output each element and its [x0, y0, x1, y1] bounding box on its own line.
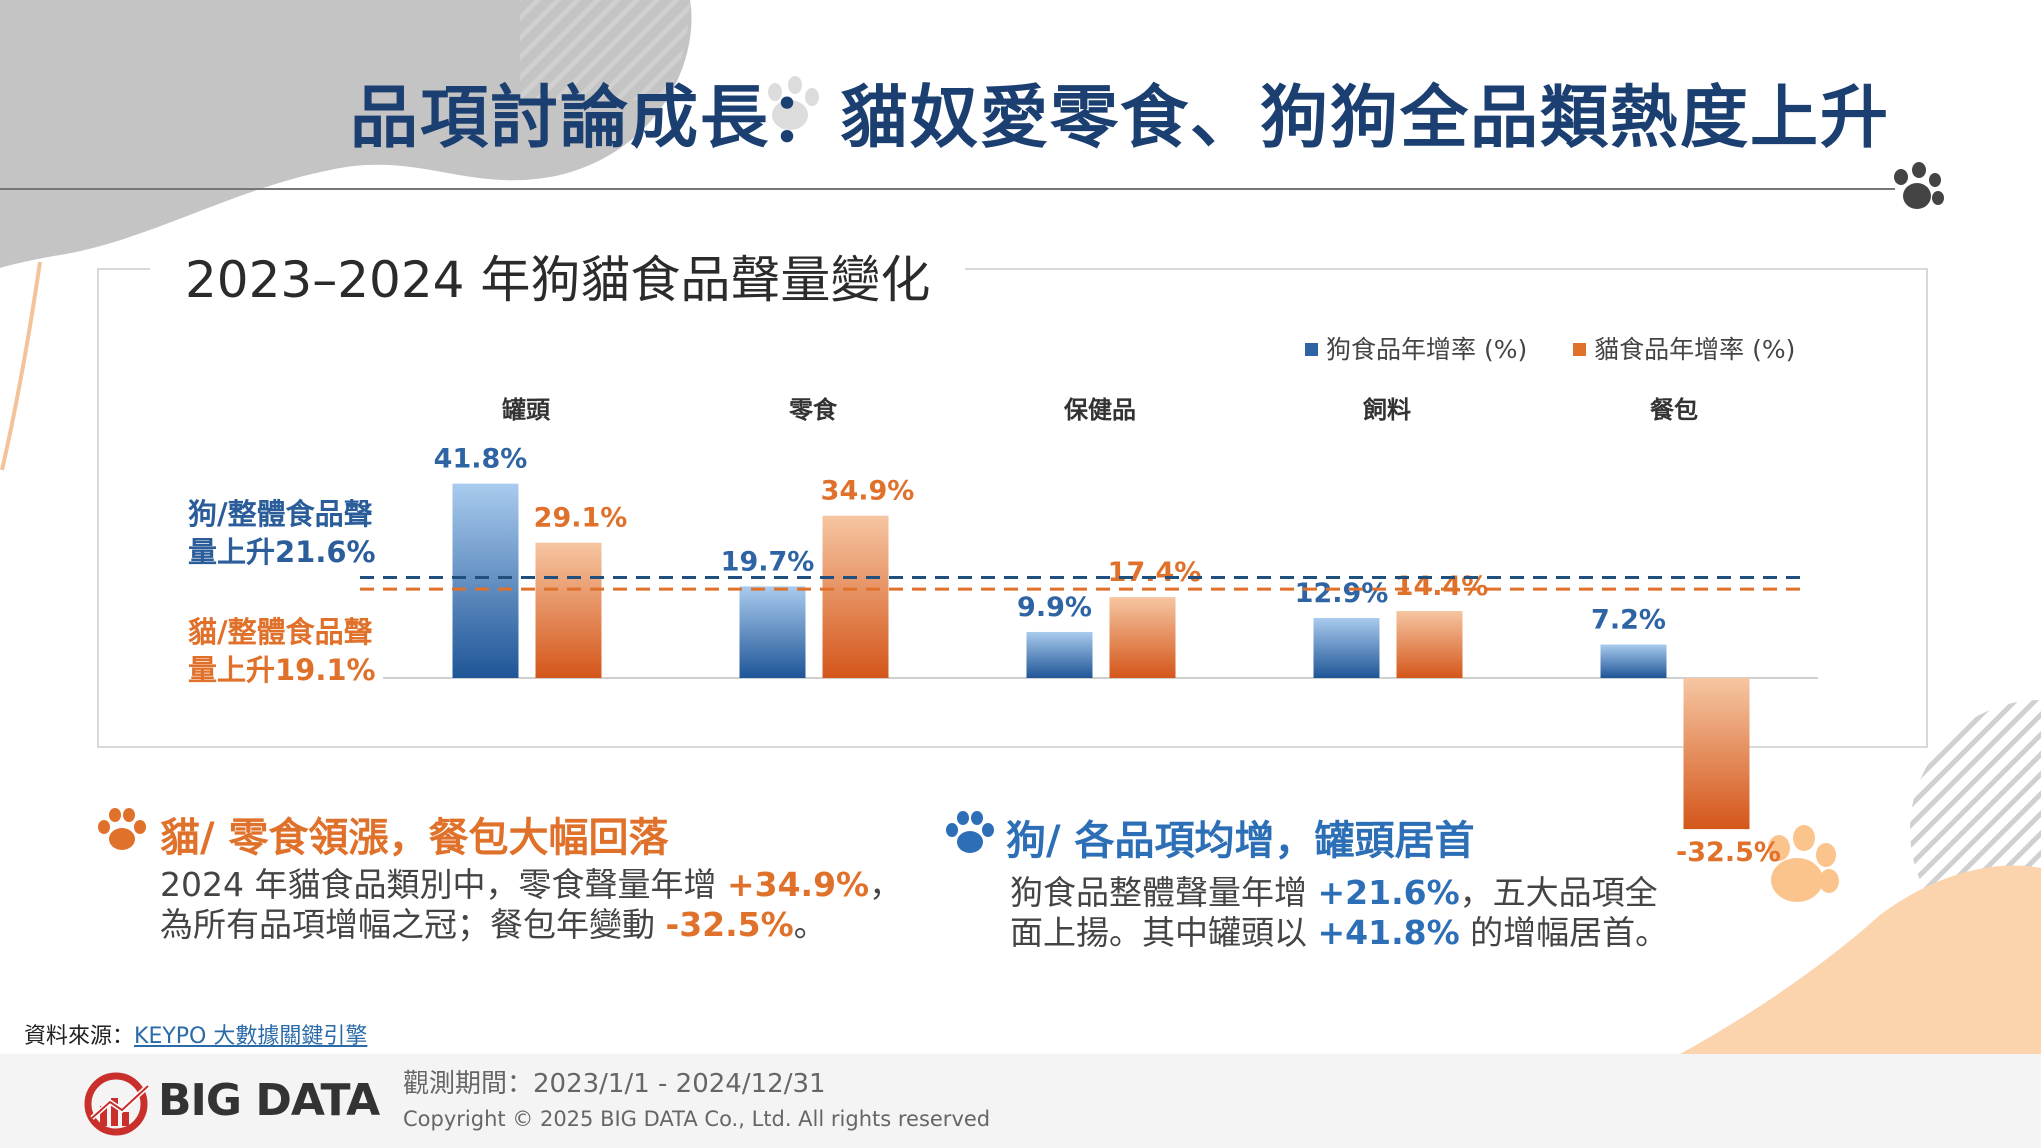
gray-blob-shape	[0, 0, 692, 268]
category-label-1: 零食	[788, 396, 838, 424]
page-title: 品項討論成長：貓奴愛零食、狗狗全品類熱度上升	[350, 79, 1891, 158]
paw-icon-cat-section	[98, 808, 146, 850]
category-label-2: 保健品	[1063, 396, 1136, 424]
dog-body-text-1: 狗食品整體聲量年增	[1010, 873, 1318, 912]
dog-body-line-1: 狗食品整體聲量年增 +21.6%，五大品項全	[1010, 873, 1770, 913]
dog-section-title: 狗/ 各品項均增，罐頭居首	[1006, 818, 1475, 864]
cat-value-label-4: -32.5%	[1676, 837, 1781, 868]
data-source: 資料來源：KEYPO 大數據關鍵引擎	[24, 1018, 367, 1050]
cat-bar-2	[1109, 597, 1176, 678]
cat-body-text-3: 為所有品項增幅之冠；餐包年變動	[160, 905, 666, 944]
cat-value-label-0: 29.1%	[534, 503, 628, 534]
cat-bar-4	[1683, 678, 1750, 830]
legend-label-cat: 貓食品年增率 (%)	[1594, 335, 1796, 364]
cat-body-text-2: ，	[869, 865, 903, 904]
cat-value-label-2: 17.4%	[1108, 557, 1202, 588]
dog-body-line-2: 面上揚。其中罐頭以 +41.8% 的增幅居首。	[1010, 913, 1770, 953]
dog-value-label-2: 9.9%	[1017, 592, 1092, 623]
bigdata-logo-text: BIG DATA	[158, 1075, 380, 1126]
peach-blob-shape	[1680, 865, 2041, 1054]
dog-overall-label: 狗/整體食品聲量上升21.6%	[188, 497, 376, 569]
cat-bar-1	[822, 515, 889, 678]
source-link[interactable]: KEYPO 大數據關鍵引擎	[134, 1024, 368, 1049]
cat-body-line-2: 為所有品項增幅之冠；餐包年變動 -32.5%。	[160, 905, 980, 945]
paw-icon-dog-section	[946, 811, 994, 853]
category-label-3: 飼料	[1363, 396, 1411, 424]
cat-body-text-1: 2024 年貓食品類別中，零食聲量年增	[160, 865, 727, 904]
dog-bar-1	[739, 586, 806, 678]
cat-bar-0	[535, 542, 602, 678]
legend-item-dog: 狗食品年增率 (%)	[1305, 330, 1527, 366]
dog-bar-2	[1026, 631, 1093, 678]
dog-value-label-4: 7.2%	[1591, 605, 1666, 636]
observation-period: 觀測期間：2023/1/1 - 2024/12/31	[403, 1069, 826, 1099]
legend-swatch-cat	[1573, 343, 1587, 356]
legend-swatch-dog	[1305, 343, 1318, 356]
chart-marks: 罐頭 41.8%29.1% 零食 19.7% 34.9% 保健品 9.9% 17.4% 飼料 12…	[360, 396, 1818, 868]
cat-pouch-change: -32.5%	[665, 905, 794, 944]
source-label: 資料來源：	[24, 1024, 135, 1049]
footer-bar	[0, 1054, 2041, 1148]
dog-body-text-3: 面上揚。其中罐頭以	[1010, 913, 1318, 952]
bigdata-logo-icon	[84, 1072, 150, 1136]
category-label-4: 餐包	[1650, 396, 1698, 424]
dog-value-label-0: 41.8%	[434, 444, 528, 475]
dog-bar-0	[452, 483, 519, 678]
dog-body-text-2: ，五大品項全	[1459, 873, 1658, 912]
dog-value-label-1: 19.7%	[721, 546, 815, 577]
dog-bar-3	[1313, 618, 1380, 678]
cat-section-title: 貓/ 零食領漲，餐包大幅回落	[160, 815, 669, 861]
legend-item-cat: 貓食品年增率 (%)	[1573, 330, 1795, 366]
cat-value-label-3: 14.4%	[1395, 571, 1489, 602]
paw-icon-header	[1894, 162, 1944, 209]
paw-icon-gray-faint	[768, 76, 819, 130]
chart-legend: 狗食品年增率 (%) 貓食品年增率 (%)	[1305, 330, 1833, 366]
cat-section-body: 2024 年貓食品類別中，零食聲量年增 +34.9%， 為所有品項增幅之冠；餐包…	[160, 865, 980, 945]
dog-bar-4	[1600, 644, 1667, 678]
cat-overall-label: 貓/整體食品聲量上升19.1%	[188, 615, 376, 687]
dog-body-text-4: 的增幅居首。	[1459, 913, 1669, 952]
category-label-0: 罐頭	[501, 396, 551, 424]
dog-section-body: 狗食品整體聲量年增 +21.6%，五大品項全 面上揚。其中罐頭以 +41.8% …	[1010, 873, 1770, 953]
cat-body-line-1: 2024 年貓食品類別中，零食聲量年增 +34.9%，	[160, 865, 980, 905]
hatch-shape-top	[520, 0, 690, 100]
copyright: Copyright © 2025 BIG DATA Co., Ltd. All …	[403, 1107, 991, 1131]
cat-value-label-1: 34.9%	[821, 476, 915, 507]
cat-snack-growth: +34.9%	[726, 865, 870, 904]
dog-can-growth: +41.8%	[1317, 913, 1460, 952]
legend-label-dog: 狗食品年增率 (%)	[1326, 335, 1528, 364]
dog-value-label-3: 12.9%	[1295, 578, 1389, 609]
paw-icon-peach	[1768, 825, 1839, 902]
chart-title: 2023–2024 年狗貓食品聲量變化	[150, 240, 966, 312]
orange-curve-left	[0, 261, 42, 471]
cat-bar-3	[1396, 611, 1463, 678]
dog-overall-growth: +21.6%	[1317, 873, 1460, 912]
cat-body-text-4: 。	[793, 905, 827, 944]
